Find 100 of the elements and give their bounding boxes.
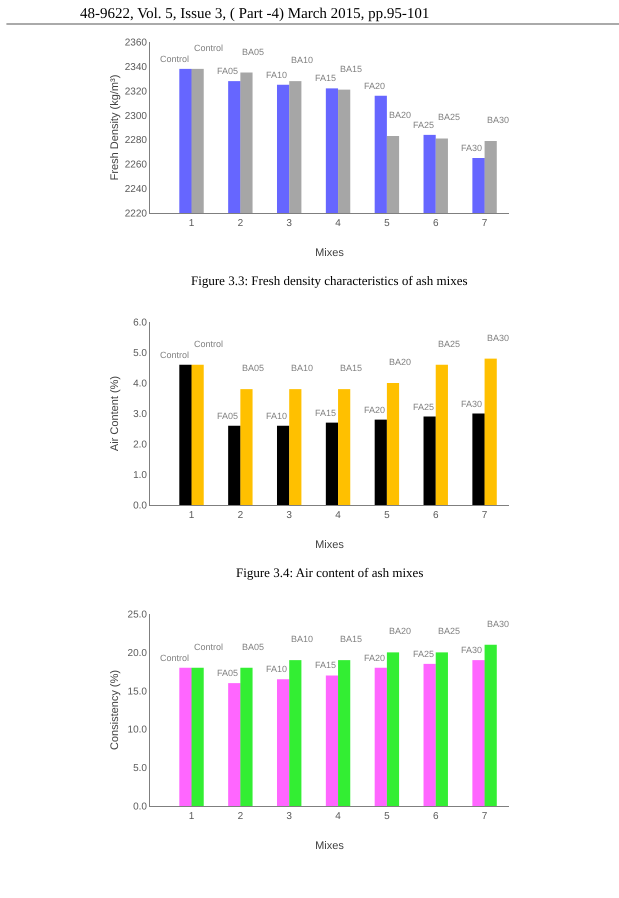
bar <box>472 414 485 505</box>
data-label: BA25 <box>438 339 460 349</box>
bar <box>374 420 387 505</box>
x-tick-label: 3 <box>286 218 292 229</box>
x-tick-label: 4 <box>335 218 342 229</box>
data-label: Control <box>160 54 190 64</box>
y-tick-label: 25.0 <box>128 610 148 620</box>
data-label: FA15 <box>315 408 336 418</box>
y-axis-title: Consistency (%) <box>109 670 121 750</box>
data-label: FA15 <box>315 73 336 83</box>
data-label: BA25 <box>438 112 460 122</box>
bar <box>424 664 436 806</box>
data-label: Control <box>194 339 224 349</box>
x-tick-label: 5 <box>384 510 390 521</box>
y-tick-label: 2220 <box>124 208 148 220</box>
bar <box>386 652 400 806</box>
bar <box>240 389 253 505</box>
data-label: BA10 <box>291 363 314 373</box>
y-tick-label: 2320 <box>124 86 148 98</box>
x-tick-label: 1 <box>188 510 195 521</box>
data-label: FA20 <box>364 81 386 91</box>
x-tick-label: 2 <box>238 510 244 521</box>
x-tick-label: 5 <box>384 811 390 822</box>
data-label: BA05 <box>242 642 264 652</box>
x-tick-label: 6 <box>432 510 439 521</box>
bar <box>192 668 204 806</box>
data-label: BA30 <box>487 115 510 125</box>
data-label: BA30 <box>487 333 510 343</box>
x-axis-title: Mixes <box>315 539 344 551</box>
caption: Figure 3.3: Fresh density characteristics of ash mixes <box>191 273 468 288</box>
data-label: Control <box>160 653 190 663</box>
x-tick-label: 2 <box>238 218 244 229</box>
data-label: Control <box>194 642 224 652</box>
bar <box>228 426 240 505</box>
y-tick-label: 0.0 <box>133 500 148 512</box>
bar <box>179 364 192 505</box>
data-label: FA10 <box>266 664 288 674</box>
x-tick-label: 4 <box>335 811 342 822</box>
data-label: BA15 <box>340 363 362 373</box>
y-tick-label: 6.0 <box>133 318 148 328</box>
y-tick-label: 2340 <box>124 62 148 73</box>
y-tick-label: 10.0 <box>128 724 148 736</box>
bar <box>192 364 204 505</box>
data-label: BA10 <box>291 634 314 644</box>
y-tick-label: 2260 <box>124 160 148 171</box>
caption: Figure 3.4: Air content of ash mixes <box>236 565 424 580</box>
y-tick-label: 5.0 <box>133 763 148 774</box>
data-label: FA30 <box>461 399 482 409</box>
y-tick-label: 2280 <box>124 135 148 146</box>
bar <box>179 668 192 806</box>
x-tick-label: 7 <box>482 811 488 822</box>
bar <box>484 644 497 806</box>
data-label: BA15 <box>340 634 362 644</box>
data-label: FA20 <box>364 405 386 415</box>
data-label: FA05 <box>217 668 238 678</box>
bar <box>374 668 387 806</box>
y-tick-label: 15.0 <box>128 686 148 698</box>
data-label: FA30 <box>461 645 482 655</box>
data-label: BA20 <box>389 357 412 367</box>
x-axis-title: Mixes <box>315 840 344 852</box>
data-label: BA20 <box>389 626 412 636</box>
y-tick-label: 2360 <box>124 38 148 48</box>
bar <box>338 389 350 505</box>
data-label: FA15 <box>315 660 336 670</box>
bar <box>386 383 400 505</box>
bar <box>276 426 290 505</box>
bar <box>424 416 436 505</box>
data-label: FA30 <box>461 143 482 153</box>
data-label: FA25 <box>413 649 434 659</box>
y-tick-label: 1.0 <box>133 470 148 481</box>
y-tick-label: 2300 <box>124 110 148 122</box>
x-tick-label: 3 <box>286 510 292 521</box>
bar <box>240 668 253 806</box>
data-label: FA10 <box>266 70 288 80</box>
y-tick-label: 2240 <box>124 184 148 196</box>
x-tick-label: 1 <box>188 218 195 229</box>
bar <box>289 660 302 806</box>
y-tick-label: 3.0 <box>133 409 148 420</box>
bar <box>326 422 338 505</box>
x-axis-title: Mixes <box>315 247 344 259</box>
bar <box>484 358 497 505</box>
y-tick-label: 5.0 <box>133 348 148 359</box>
data-label: BA10 <box>291 55 314 65</box>
data-label: FA25 <box>413 120 434 130</box>
x-tick-label: 7 <box>482 218 488 229</box>
data-label: FA20 <box>364 653 386 663</box>
data-label: BA25 <box>438 626 460 636</box>
data-label: FA25 <box>413 402 434 412</box>
bar <box>289 389 302 505</box>
bar <box>228 683 240 806</box>
y-tick-label: 4.0 <box>133 378 148 390</box>
y-axis-title: Fresh Density (kg/m³) <box>109 74 121 180</box>
y-axis-title: Air Content (%) <box>109 376 121 452</box>
bar <box>338 660 350 806</box>
y-tick-label: 0.0 <box>133 802 148 812</box>
data-label: BA05 <box>242 363 264 373</box>
bar <box>276 679 290 806</box>
chart-subtitle: 48-9622, Vol. 5, Issue 3, ( Part -4) March 2015, pp.95-101 <box>80 6 430 22</box>
data-label: BA30 <box>487 619 510 629</box>
data-label: FA05 <box>217 411 238 421</box>
